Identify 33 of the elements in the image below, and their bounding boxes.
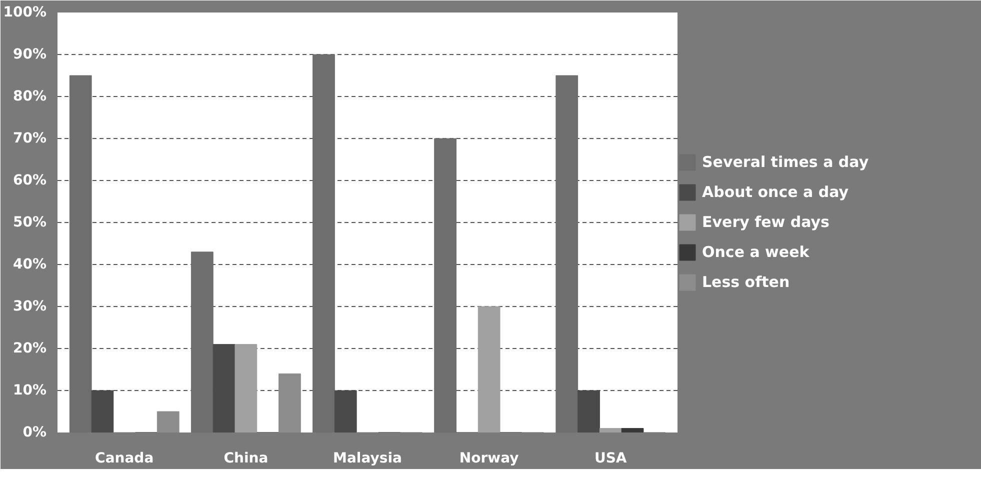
bar xyxy=(312,54,335,432)
legend-label: Several times a day xyxy=(702,153,869,171)
y-tick-label: 60% xyxy=(12,172,47,188)
y-tick-label: 100% xyxy=(3,4,47,20)
y-tick-label: 80% xyxy=(12,88,47,104)
x-tick-label: Norway xyxy=(459,450,519,466)
bar xyxy=(434,138,456,432)
bar xyxy=(599,428,622,432)
y-tick-label: 50% xyxy=(12,214,47,230)
x-tick-label: China xyxy=(224,450,268,466)
bar xyxy=(234,344,258,432)
bar xyxy=(621,428,644,432)
bar xyxy=(556,75,578,432)
x-tick-label: USA xyxy=(594,450,627,466)
legend-label: Once a week xyxy=(702,243,810,261)
bar xyxy=(278,373,301,432)
x-tick-label: Canada xyxy=(95,450,154,466)
bar xyxy=(69,75,92,432)
y-tick-label: 90% xyxy=(12,46,47,62)
y-tick-label: 0% xyxy=(22,424,47,440)
bar xyxy=(478,306,500,432)
legend-label: About once a day xyxy=(702,183,849,201)
legend-label: Every few days xyxy=(702,213,830,231)
y-tick-label: 20% xyxy=(12,340,47,356)
bar xyxy=(190,252,214,432)
legend-label: Less often xyxy=(702,273,790,291)
y-tick-label: 40% xyxy=(12,256,47,272)
x-tick-label: Malaysia xyxy=(333,450,402,466)
y-tick-label: 70% xyxy=(12,130,47,146)
y-tick-label: 10% xyxy=(12,382,47,398)
bar xyxy=(212,344,236,432)
bar xyxy=(156,411,180,432)
y-tick-label: 30% xyxy=(12,298,47,314)
